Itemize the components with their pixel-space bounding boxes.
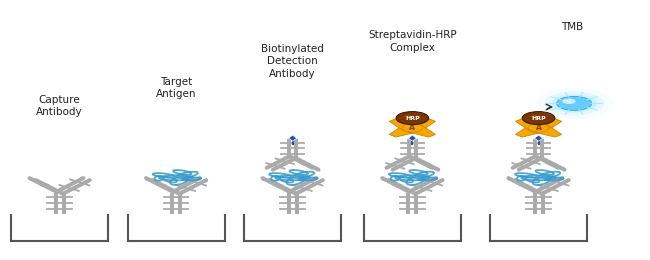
Polygon shape [408, 135, 417, 141]
Circle shape [556, 96, 592, 110]
Circle shape [528, 124, 549, 132]
Text: A: A [536, 124, 541, 132]
Text: A: A [410, 124, 415, 132]
Text: Target
Antigen: Target Antigen [156, 77, 196, 99]
Circle shape [551, 94, 597, 113]
Circle shape [544, 92, 604, 115]
Circle shape [562, 99, 576, 104]
Polygon shape [389, 119, 436, 137]
Text: Streptavidin-HRP
Complex: Streptavidin-HRP Complex [368, 30, 457, 53]
Ellipse shape [530, 115, 538, 117]
Ellipse shape [404, 115, 411, 117]
Circle shape [556, 96, 592, 110]
Circle shape [396, 112, 429, 125]
Polygon shape [289, 135, 297, 141]
Polygon shape [515, 119, 562, 137]
Text: HRP: HRP [405, 116, 420, 121]
Circle shape [522, 112, 555, 125]
Circle shape [536, 88, 613, 119]
Polygon shape [534, 135, 543, 141]
Text: Biotinylated
Detection
Antibody: Biotinylated Detection Antibody [261, 44, 324, 79]
Circle shape [402, 124, 423, 132]
Polygon shape [515, 119, 562, 137]
Text: HRP: HRP [531, 116, 546, 121]
Text: TMB: TMB [561, 22, 584, 32]
Text: Capture
Antibody: Capture Antibody [36, 95, 83, 117]
Polygon shape [389, 119, 436, 137]
